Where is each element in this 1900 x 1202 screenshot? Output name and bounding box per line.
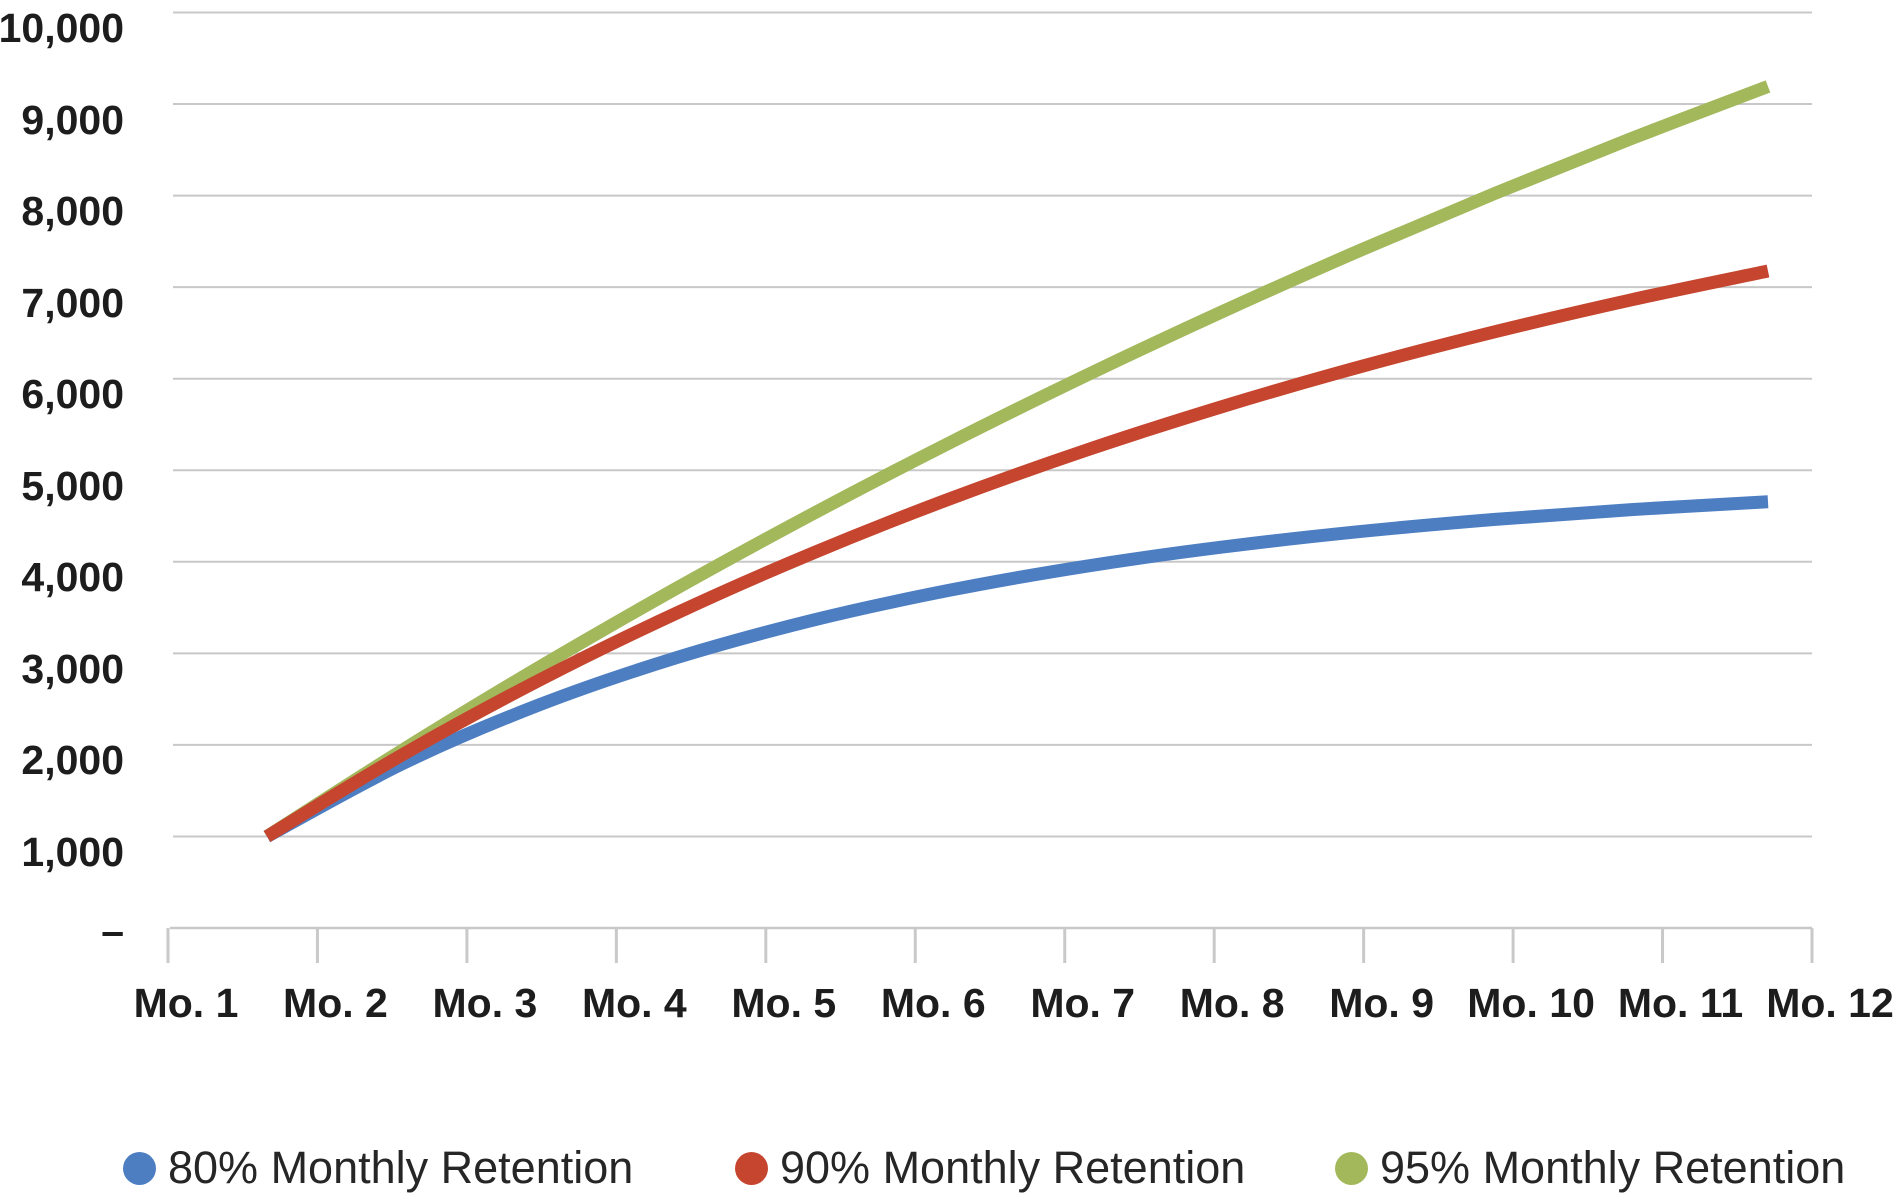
series-lines xyxy=(263,80,1771,843)
legend-item-80pct: 80% Monthly Retention xyxy=(123,1143,633,1193)
x-axis-label: Mo. 9 xyxy=(1329,979,1435,1026)
y-axis-label: – xyxy=(101,907,124,954)
y-axis-label: 10,000 xyxy=(0,5,124,51)
y-axis-label: 6,000 xyxy=(21,371,124,418)
legend-label: 95% Monthly Retention xyxy=(1380,1142,1846,1193)
x-axis-label: Mo. 6 xyxy=(880,979,986,1026)
legend-item-95pct: 95% Monthly Retention xyxy=(1335,1143,1845,1193)
x-axis-ticks xyxy=(166,928,1814,963)
x-axis-label: Mo. 11 xyxy=(1617,979,1744,1026)
y-axis-label: 1,000 xyxy=(21,828,124,875)
series-line-95pct xyxy=(263,80,1771,842)
y-axis-label: 8,000 xyxy=(21,188,124,235)
y-axis-label: 9,000 xyxy=(21,96,124,143)
x-axis-label: Mo. 8 xyxy=(1179,979,1285,1026)
legend-swatch-red-icon xyxy=(735,1151,768,1185)
legend-swatch-green-icon xyxy=(1335,1151,1368,1185)
series-line-90pct xyxy=(263,264,1770,843)
legend: 80% Monthly Retention 90% Monthly Retent… xyxy=(0,1143,1900,1193)
legend-label: 80% Monthly Retention xyxy=(168,1142,634,1193)
y-axis-label: 7,000 xyxy=(21,279,124,326)
x-axis-label: Mo. 10 xyxy=(1467,979,1595,1026)
legend-label: 90% Monthly Retention xyxy=(780,1142,1246,1193)
x-axis-label: Mo. 12 xyxy=(1766,979,1894,1026)
legend-item-90pct: 90% Monthly Retention xyxy=(735,1143,1245,1193)
legend-swatch-blue-icon xyxy=(123,1151,156,1185)
series-line-80pct xyxy=(263,495,1769,843)
x-axis-label: Mo. 4 xyxy=(581,979,687,1026)
y-axis-label: 4,000 xyxy=(21,554,124,601)
x-axis-label: Mo. 1 xyxy=(133,979,239,1026)
x-axis-label: Mo. 2 xyxy=(283,979,388,1026)
gridlines xyxy=(170,11,1812,930)
y-axis-label: 5,000 xyxy=(21,462,124,509)
x-axis-label: Mo. 7 xyxy=(1030,979,1136,1026)
x-axis-label: Mo. 5 xyxy=(731,979,837,1026)
y-axis-label: 3,000 xyxy=(21,645,124,692)
y-axis-label: 2,000 xyxy=(21,737,124,784)
x-axis-label: Mo. 3 xyxy=(432,979,538,1026)
